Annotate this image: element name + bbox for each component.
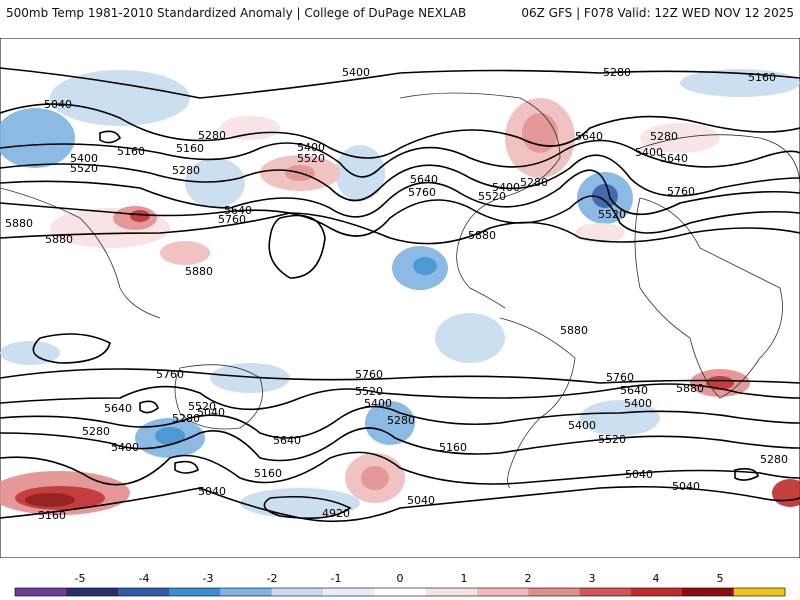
- colorbar-cell: [271, 588, 324, 596]
- colorbar-cell: [374, 588, 427, 596]
- map-header: 500mb Temp 1981-2010 Standardized Anomal…: [0, 0, 800, 26]
- colorbar-cell: [15, 588, 67, 596]
- contour-label: 5160: [117, 145, 145, 158]
- model-valid-time: 06Z GFS | F078 Valid: 12Z WED NOV 12 202…: [521, 6, 794, 20]
- contour-label: 5880: [676, 382, 704, 395]
- colorbar-tick-label: -3: [203, 572, 214, 585]
- contour-label: 5520: [598, 208, 626, 221]
- contour-label: 5760: [156, 368, 184, 381]
- contour-label: 5160: [254, 467, 282, 480]
- colorbar-cell: [682, 588, 735, 596]
- contour-label: 5760: [606, 371, 634, 384]
- contour-label: 5040: [672, 480, 700, 493]
- contour-label: 5880: [560, 324, 588, 337]
- europe-coast: [639, 134, 800, 189]
- contour-label: 5280: [172, 412, 200, 425]
- contour-label: 5400: [635, 146, 663, 159]
- contour-label: 5040: [44, 98, 72, 111]
- contour-label: 5760: [408, 186, 436, 199]
- contour-label: 5400: [364, 397, 392, 410]
- colorbar-tick-label: -5: [75, 572, 86, 585]
- contour-label: 5880: [468, 229, 496, 242]
- contour-label: 5520: [70, 162, 98, 175]
- contour-label: 5400: [111, 441, 139, 454]
- colorbar-outline: [14, 587, 786, 597]
- contour-label: 5520: [478, 190, 506, 203]
- contour-label: 5040: [407, 494, 435, 507]
- north-america-coast: [399, 92, 561, 309]
- colorbar-cell: [733, 588, 786, 596]
- anomaly-map: 5400 5280 5160 5040 5280 5160 5160 5400 …: [0, 38, 800, 558]
- contour-label: 5400: [342, 66, 370, 79]
- contour-label: 5280: [172, 164, 200, 177]
- contour-label: 5520: [297, 152, 325, 165]
- contour-label: 5400: [297, 141, 325, 154]
- colorbar-tick-label: 5: [717, 572, 724, 585]
- colorbar-tick-label: -4: [139, 572, 150, 585]
- contour-label: 5760: [667, 185, 695, 198]
- asia-coast: [0, 187, 161, 319]
- contour-label: 5400: [624, 397, 652, 410]
- contour-label: 5640: [273, 434, 301, 447]
- colorbar-ticks: -5 -4 -3 -2 -1 0 1 2 3 4 5: [75, 572, 724, 585]
- colorbar-tick-label: -2: [267, 572, 278, 585]
- height-contours: [0, 67, 800, 523]
- contour-label: 5640: [224, 204, 252, 217]
- contour-label: 5160: [748, 71, 776, 84]
- contour-label: 5280: [760, 453, 788, 466]
- contour-label: 5160: [38, 509, 66, 522]
- contour-label: 5880: [45, 233, 73, 246]
- colorbar-tick-label: -1: [331, 572, 342, 585]
- contour-label: 5160: [176, 142, 204, 155]
- contour-label: 5160: [439, 441, 467, 454]
- colorbar-tick-label: 0: [397, 572, 404, 585]
- contour-label: 5640: [575, 130, 603, 143]
- contour-label: 5400: [492, 181, 520, 194]
- contour-label: 5520: [598, 433, 626, 446]
- contour-label: 5520: [355, 385, 383, 398]
- contour-label: 5400: [70, 152, 98, 165]
- contour-label: 5880: [5, 217, 33, 230]
- contour-label: 5760: [218, 213, 246, 226]
- contour-label: 5640: [620, 384, 648, 397]
- contour-label: 4920: [322, 507, 350, 520]
- colorbar-cell: [169, 588, 221, 596]
- contour-label-group: 5400 5280 5160 5040 5280 5160 5160 5400 …: [5, 66, 788, 522]
- colorbar-cell: [220, 588, 273, 596]
- colorbar-cells: [14, 587, 786, 597]
- contour-label: 5040: [197, 406, 225, 419]
- colorbar: -5 -4 -3 -2 -1 0 1 2 3 4 5: [14, 572, 786, 597]
- colorbar-cell: [631, 588, 683, 596]
- contour-label: 5400: [568, 419, 596, 432]
- colorbar-tick-label: 2: [525, 572, 532, 585]
- colorbar-tick-label: 3: [589, 572, 596, 585]
- contour-label: 5640: [104, 402, 132, 415]
- colorbar-cell: [117, 588, 170, 596]
- colorbar-cell: [528, 588, 581, 596]
- colorbar-cell: [323, 588, 375, 596]
- colorbar-cell: [66, 588, 119, 596]
- contour-label: 5040: [198, 485, 226, 498]
- contour-label: 5880: [185, 265, 213, 278]
- australia-coast: [174, 364, 263, 430]
- contour-label: 5280: [198, 129, 226, 142]
- south-america-coast: [499, 317, 576, 489]
- contour-label: 5280: [603, 66, 631, 79]
- colorbar-cell: [579, 588, 632, 596]
- contour-label: 5280: [520, 176, 548, 189]
- contour-label: 5280: [387, 414, 415, 427]
- map-title: 500mb Temp 1981-2010 Standardized Anomal…: [6, 6, 467, 20]
- colorbar-cell: [477, 588, 529, 596]
- colorbar-cell: [425, 588, 478, 596]
- colorbar-tick-label: 4: [653, 572, 660, 585]
- contour-label: 5760: [355, 368, 383, 381]
- contour-label: 5280: [82, 425, 110, 438]
- contour-label: 5640: [410, 173, 438, 186]
- contour-label: 5280: [650, 130, 678, 143]
- colorbar-tick-label: 1: [461, 572, 468, 585]
- contour-label: 5520: [188, 400, 216, 413]
- contour-label: 5040: [625, 468, 653, 481]
- contour-label: 5640: [660, 152, 688, 165]
